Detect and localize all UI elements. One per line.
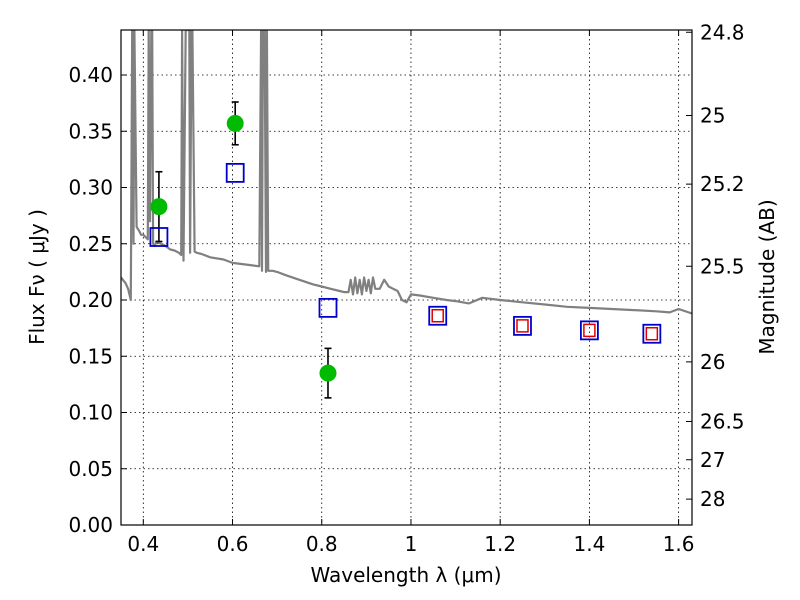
right-axis-label: Magnitude (AB) bbox=[755, 199, 779, 354]
model-photometry-square bbox=[225, 162, 245, 183]
right-tick-label: 26 bbox=[700, 350, 725, 374]
x-tick-label: 0.6 bbox=[217, 532, 249, 556]
right-tick-label: 26.5 bbox=[700, 410, 745, 434]
x-axis-label: Wavelength λ (μm) bbox=[310, 563, 501, 587]
model-photometry-square bbox=[579, 320, 599, 341]
spectrum-line bbox=[121, 30, 692, 315]
observed-flux-point bbox=[226, 114, 244, 132]
observed-flux-point bbox=[150, 198, 168, 216]
observed-flux-point bbox=[319, 364, 337, 382]
ir-measurement-square bbox=[645, 327, 659, 341]
model-photometry-square bbox=[149, 227, 169, 247]
x-tick-label: 1 bbox=[405, 532, 418, 556]
y-tick-label: 0.15 bbox=[68, 344, 113, 368]
y-tick-label: 0.40 bbox=[68, 63, 113, 87]
model-photometry-square bbox=[318, 297, 338, 318]
y-tick-label: 0.25 bbox=[68, 232, 113, 256]
y-tick-label: 0.10 bbox=[68, 401, 113, 425]
y-tick-label: 0.05 bbox=[68, 457, 113, 481]
model-photometry-square bbox=[428, 305, 448, 326]
y-tick-label: 0.35 bbox=[68, 119, 113, 143]
x-tick-label: 1.4 bbox=[573, 532, 605, 556]
axis-ticks: 0.4 0.6 0.8 1 1.2 1.4 1.6 0.00 0.05 0.10 0.15 0.20 0… bbox=[68, 20, 744, 556]
y-tick-label: 0.20 bbox=[68, 288, 113, 312]
x-tick-label: 0.4 bbox=[127, 532, 159, 556]
grid bbox=[121, 30, 692, 525]
plot-frame bbox=[120, 29, 693, 526]
ir-measurement-square bbox=[431, 309, 444, 323]
right-tick-label: 25.2 bbox=[700, 172, 745, 196]
right-tick-label: 25.5 bbox=[700, 254, 745, 278]
model-photometry-square bbox=[513, 315, 532, 336]
ir-measurement-square bbox=[516, 319, 529, 333]
y-tick-label: 0.30 bbox=[68, 176, 113, 200]
right-tick-label: 25 bbox=[700, 104, 725, 128]
y-axis-label: Flux Fν ( μJy ) bbox=[25, 209, 49, 345]
marker-layer bbox=[149, 101, 662, 399]
right-tick-label: 28 bbox=[700, 487, 725, 511]
x-tick-label: 0.8 bbox=[306, 532, 338, 556]
y-tick-label: 0.00 bbox=[68, 513, 113, 537]
model-spectrum-layer bbox=[121, 30, 692, 315]
model-photometry-square bbox=[642, 323, 662, 344]
right-tick-label: 24.8 bbox=[700, 20, 745, 44]
ir-measurement-square bbox=[583, 323, 596, 338]
x-tick-label: 1.6 bbox=[663, 532, 695, 556]
right-tick-label: 27 bbox=[700, 448, 725, 472]
x-tick-label: 1.2 bbox=[484, 532, 516, 556]
